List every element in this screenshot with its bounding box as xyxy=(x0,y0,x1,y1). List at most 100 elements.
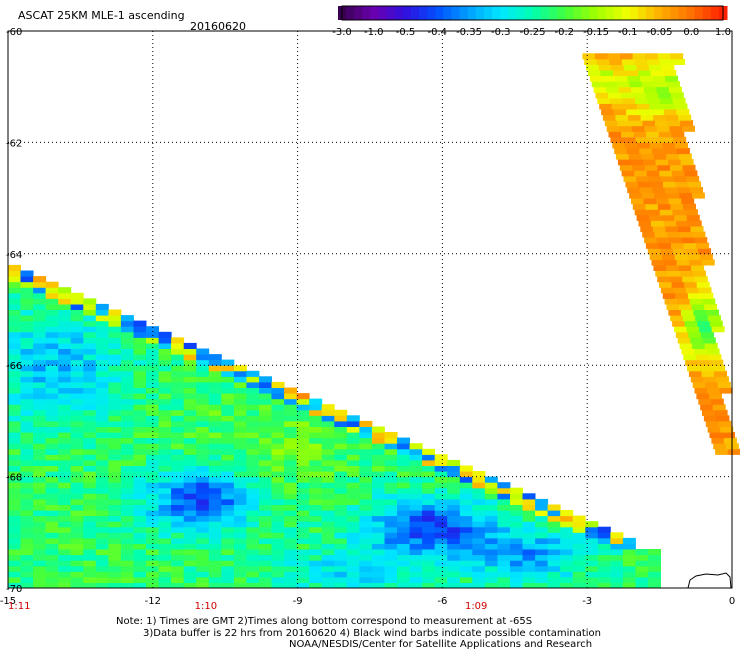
heatmap-cell xyxy=(95,510,109,517)
heatmap-cell xyxy=(284,448,298,455)
heatmap-cell xyxy=(83,459,97,466)
heatmap-cell xyxy=(20,498,34,505)
heatmap-cell xyxy=(33,465,47,472)
heatmap-cell xyxy=(666,192,680,199)
heatmap-cell xyxy=(535,571,549,578)
heatmap-cell xyxy=(20,576,34,583)
heatmap-cell xyxy=(296,493,310,500)
heatmap-cell xyxy=(45,459,59,466)
heatmap-cell xyxy=(560,543,574,550)
heatmap-cell xyxy=(346,459,360,466)
heatmap-cell xyxy=(296,554,310,561)
heatmap-cell xyxy=(83,537,97,544)
heatmap-cell xyxy=(639,148,653,155)
heatmap-cell xyxy=(696,242,710,249)
heatmap-cell xyxy=(246,560,260,567)
heatmap-cell xyxy=(183,342,197,349)
heatmap-cell xyxy=(259,415,272,422)
heatmap-cell xyxy=(621,170,635,177)
heatmap-cell xyxy=(522,571,536,578)
heatmap-cell xyxy=(33,515,47,522)
heatmap-cell xyxy=(714,370,727,377)
heatmap-cell xyxy=(58,292,72,299)
colorbar-segment xyxy=(654,6,663,20)
heatmap-cell xyxy=(20,454,34,461)
heatmap-cell xyxy=(346,482,360,489)
heatmap-cell xyxy=(20,370,34,377)
heatmap-cell xyxy=(309,532,323,539)
colorbar-segment xyxy=(678,6,687,20)
heatmap-cell xyxy=(547,560,561,567)
heatmap-cell xyxy=(671,131,685,138)
heatmap-cell xyxy=(108,404,122,411)
heatmap-cell xyxy=(8,459,21,466)
heatmap-cell xyxy=(284,409,298,416)
heatmap-cell xyxy=(434,582,448,589)
heatmap-cell xyxy=(659,281,672,288)
heatmap-cell xyxy=(58,331,72,338)
heatmap-cell xyxy=(696,281,710,288)
heatmap-cell xyxy=(246,398,260,405)
heatmap-cell xyxy=(296,471,310,478)
heatmap-cell xyxy=(684,170,698,177)
heatmap-cell xyxy=(497,576,511,583)
heatmap-cell xyxy=(712,404,726,411)
heatmap-cell xyxy=(8,482,21,489)
heatmap-cell xyxy=(120,510,134,517)
heatmap-cell xyxy=(510,526,523,533)
colorbar-segment xyxy=(483,6,493,20)
heatmap-cell xyxy=(196,376,210,383)
heatmap-cell xyxy=(484,476,498,483)
heatmap-cell xyxy=(70,565,84,572)
heatmap-cell xyxy=(183,554,197,561)
heatmap-cell xyxy=(384,543,398,550)
heatmap-cell xyxy=(196,370,210,377)
heatmap-cell xyxy=(8,476,21,483)
heatmap-cell xyxy=(120,443,134,450)
heatmap-cell xyxy=(284,465,298,472)
heatmap-cell xyxy=(422,526,436,533)
heatmap-cell xyxy=(321,487,335,494)
heatmap-cell xyxy=(397,582,410,589)
heatmap-cell xyxy=(146,459,159,466)
gridlines xyxy=(8,31,732,588)
heatmap-cell xyxy=(133,381,147,388)
heatmap-cell xyxy=(246,370,260,377)
heatmap-cell xyxy=(158,393,172,400)
heatmap-cell xyxy=(409,504,423,511)
heatmap-cell xyxy=(146,370,159,377)
heatmap-cell xyxy=(8,471,21,478)
heatmap-cell xyxy=(284,426,298,433)
heatmap-cell xyxy=(687,292,701,299)
heatmap-cell xyxy=(334,493,348,500)
heatmap-cell xyxy=(608,92,621,99)
heatmap-cell xyxy=(447,482,461,489)
heatmap-cell xyxy=(670,315,684,322)
heatmap-cell xyxy=(723,437,737,444)
heatmap-cell xyxy=(259,420,272,427)
heatmap-cell xyxy=(647,209,661,216)
heatmap-cell xyxy=(635,97,648,104)
heatmap-cell xyxy=(271,381,285,388)
heatmap-cell xyxy=(20,309,34,316)
heatmap-cell xyxy=(624,103,638,110)
heatmap-cell xyxy=(629,81,643,88)
heatmap-cell xyxy=(384,454,398,461)
heatmap-cell xyxy=(246,465,260,472)
heatmap-cell xyxy=(384,537,398,544)
heatmap-cell xyxy=(221,532,235,539)
heatmap-cell xyxy=(296,476,310,483)
heatmap-cell xyxy=(171,354,185,361)
heatmap-cell xyxy=(45,487,59,494)
heatmap-cell xyxy=(434,510,448,517)
heatmap-cell xyxy=(697,320,711,327)
heatmap-cell xyxy=(610,532,624,539)
heatmap-cell xyxy=(108,348,122,355)
heatmap-cell xyxy=(359,476,373,483)
heatmap-cell xyxy=(447,515,461,522)
heatmap-cell xyxy=(45,320,59,327)
heatmap-cell xyxy=(585,526,599,533)
heatmap-cell xyxy=(522,510,536,517)
heatmap-cell xyxy=(58,298,72,305)
heatmap-cell xyxy=(409,560,423,567)
